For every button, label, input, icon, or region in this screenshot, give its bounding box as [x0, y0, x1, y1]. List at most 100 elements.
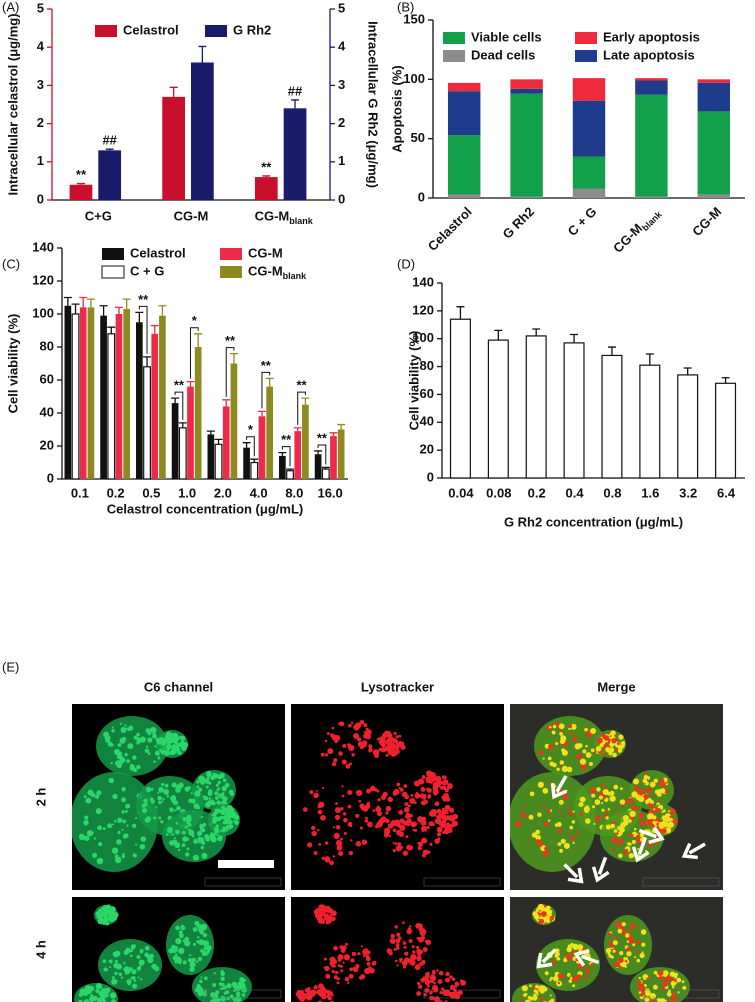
dot	[542, 805, 546, 809]
dot	[622, 814, 629, 822]
error-bar	[135, 311, 144, 323]
dot	[124, 833, 129, 838]
dot	[320, 814, 326, 821]
error-bar	[86, 298, 95, 308]
x-tick-label: Celastrol	[425, 204, 475, 254]
dot	[547, 756, 552, 761]
dot	[145, 786, 152, 793]
dot	[384, 745, 391, 751]
dot	[421, 935, 425, 940]
y-axis-title: Cell viability (%)	[406, 331, 421, 431]
dot	[166, 748, 169, 751]
dot	[416, 948, 422, 955]
dot	[171, 782, 177, 788]
dot	[333, 832, 340, 839]
dot	[457, 989, 463, 996]
dot	[424, 987, 430, 994]
dot	[601, 783, 606, 788]
legend-swatch	[443, 32, 465, 44]
dot	[374, 824, 379, 829]
dot	[366, 788, 371, 794]
x-tick-label: 4.0	[250, 485, 268, 500]
dot	[425, 770, 433, 777]
dot	[221, 982, 225, 987]
dot	[603, 744, 608, 748]
dot	[313, 850, 318, 856]
dot	[366, 801, 371, 805]
dot	[396, 932, 401, 937]
dot	[235, 991, 241, 997]
dot	[150, 787, 154, 791]
dot	[202, 933, 208, 938]
dot	[225, 817, 228, 821]
dot	[324, 739, 328, 743]
dot	[212, 834, 216, 837]
dot	[342, 961, 345, 964]
dot	[96, 857, 104, 865]
x-tick-label: 6.4	[717, 485, 736, 500]
dot	[395, 938, 401, 944]
dot	[431, 984, 439, 991]
dot	[650, 794, 653, 797]
dot	[589, 787, 597, 794]
dot	[205, 785, 209, 789]
dot	[317, 805, 321, 809]
x-tick-label: CG-Mblank	[255, 208, 314, 226]
dot	[405, 835, 409, 838]
dot	[347, 981, 350, 985]
dot	[194, 987, 200, 993]
dot	[187, 822, 192, 827]
dot	[147, 957, 154, 964]
dot	[115, 856, 122, 864]
y-tick-label: 140	[32, 239, 54, 254]
dot	[672, 818, 678, 824]
dot	[549, 918, 553, 922]
bar	[69, 184, 93, 200]
y-tick-label: 20	[420, 442, 434, 457]
dot	[225, 814, 230, 819]
dot	[548, 745, 554, 750]
dot	[603, 796, 606, 800]
dot	[578, 804, 581, 807]
dot	[320, 752, 325, 757]
dot	[401, 960, 408, 966]
error-bar	[122, 298, 131, 310]
dot	[200, 845, 205, 850]
y2-axis-title: Intracellular G Rh2 (μg/mg)	[366, 21, 381, 188]
dot	[561, 764, 564, 767]
dot	[416, 936, 420, 940]
dot	[417, 841, 421, 845]
y-tick-label: 120	[412, 302, 434, 317]
dot	[670, 981, 676, 987]
dot	[157, 791, 160, 795]
dot	[330, 993, 334, 997]
dot	[645, 849, 648, 852]
dot	[336, 845, 342, 851]
dot	[213, 826, 219, 832]
dot	[628, 819, 632, 823]
dot	[542, 787, 549, 794]
dot	[436, 779, 443, 786]
dot	[563, 796, 567, 801]
dot	[552, 724, 557, 729]
dot	[620, 961, 627, 968]
dot	[210, 992, 216, 998]
dot	[102, 999, 106, 1002]
dot	[335, 825, 341, 830]
error-bar	[278, 451, 287, 456]
y-tick-label: 0	[418, 189, 425, 204]
y-tick-label: 4	[37, 39, 45, 54]
dot	[454, 814, 457, 817]
y-tick-label: 20	[40, 437, 54, 452]
dot	[121, 786, 126, 792]
dot	[217, 780, 221, 785]
dot	[449, 984, 456, 990]
dot	[530, 840, 533, 843]
dot	[635, 950, 639, 954]
dot	[601, 808, 605, 812]
dot	[122, 819, 127, 824]
dot	[111, 847, 119, 854]
dot	[84, 815, 89, 820]
dot	[570, 723, 577, 730]
dot	[359, 719, 365, 725]
